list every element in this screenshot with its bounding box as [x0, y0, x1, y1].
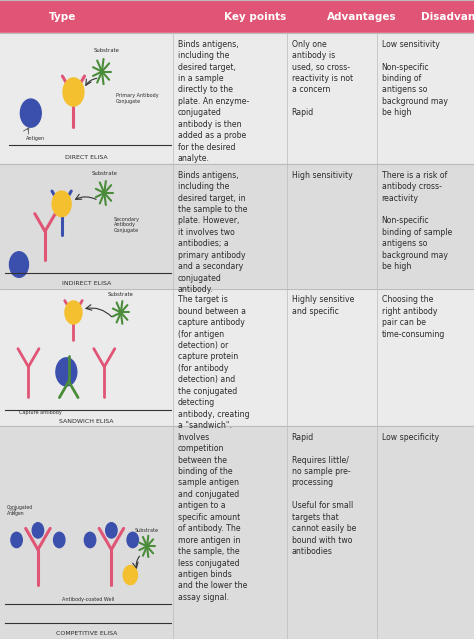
Circle shape	[127, 532, 138, 548]
Text: COMPETITIVE ELISA: COMPETITIVE ELISA	[56, 631, 117, 636]
Text: SANDWICH ELISA: SANDWICH ELISA	[59, 419, 114, 424]
Bar	[0, 289, 474, 426]
Text: Secondary
Antibody
Conjugate: Secondary Antibody Conjugate	[114, 217, 140, 233]
Text: INDIRECT ELISA: INDIRECT ELISA	[62, 281, 111, 286]
Text: There is a risk of
antibody cross-
reactivity

Non-specific
binding of sample
an: There is a risk of antibody cross- react…	[382, 171, 452, 271]
Circle shape	[56, 358, 77, 386]
Text: Low specificity: Low specificity	[382, 433, 439, 442]
Text: Binds antigens,
including the
desired target, in
the sample to the
plate. Howeve: Binds antigens, including the desired ta…	[178, 171, 247, 294]
Bar	[0, 33, 474, 164]
Circle shape	[65, 301, 82, 324]
Text: Key points: Key points	[224, 12, 286, 22]
Text: Substrate: Substrate	[94, 48, 119, 53]
Circle shape	[11, 532, 22, 548]
Text: Advantages: Advantages	[327, 12, 397, 22]
Text: Substrate: Substrate	[135, 528, 159, 533]
Text: Low sensitivity

Non-specific
binding of
antigens so
background may
be high: Low sensitivity Non-specific binding of …	[382, 40, 447, 118]
Text: Type: Type	[48, 12, 76, 22]
Circle shape	[106, 523, 117, 538]
Bar	[0, 0, 474, 33]
Text: Only one
antibody is
used, so cross-
reactivity is not
a concern

Rapid: Only one antibody is used, so cross- rea…	[292, 40, 353, 118]
Circle shape	[52, 191, 71, 217]
Text: High sensitivity: High sensitivity	[292, 171, 352, 180]
Text: Binds antigens,
including the
desired target,
in a sample
directly to the
plate.: Binds antigens, including the desired ta…	[178, 40, 249, 163]
Text: Rapid

Requires little/
no sample pre-
processing

Useful for small
targets that: Rapid Requires little/ no sample pre- pr…	[292, 433, 356, 556]
Text: Substrate: Substrate	[91, 171, 117, 176]
Bar	[0, 426, 474, 639]
Text: Highly sensitive
and specific: Highly sensitive and specific	[292, 295, 354, 316]
Text: Choosing the
right antibody
pair can be
time-consuming: Choosing the right antibody pair can be …	[382, 295, 445, 339]
Text: Conjugated
Antigen: Conjugated Antigen	[7, 505, 33, 516]
Text: The target is
bound between a
capture antibody
(for antigen
detection) or
captur: The target is bound between a capture an…	[178, 295, 249, 430]
Text: Primary Antibody
Conjugate: Primary Antibody Conjugate	[116, 93, 159, 104]
Text: Antigen: Antigen	[26, 136, 45, 141]
Circle shape	[32, 523, 44, 538]
Circle shape	[63, 78, 84, 106]
Bar	[0, 164, 474, 289]
Text: Capture antibody: Capture antibody	[19, 410, 62, 415]
Text: Disadvantages: Disadvantages	[420, 12, 474, 22]
Circle shape	[123, 566, 137, 585]
Text: DIRECT ELISA: DIRECT ELISA	[65, 155, 108, 160]
Circle shape	[9, 252, 28, 277]
Circle shape	[54, 532, 65, 548]
Circle shape	[20, 99, 41, 127]
Circle shape	[84, 532, 96, 548]
Text: Substrate: Substrate	[108, 292, 134, 297]
Text: Involves
competition
between the
binding of the
sample antigen
and conjugated
an: Involves competition between the binding…	[178, 433, 247, 602]
Text: Antibody-coated Well: Antibody-coated Well	[62, 597, 114, 602]
